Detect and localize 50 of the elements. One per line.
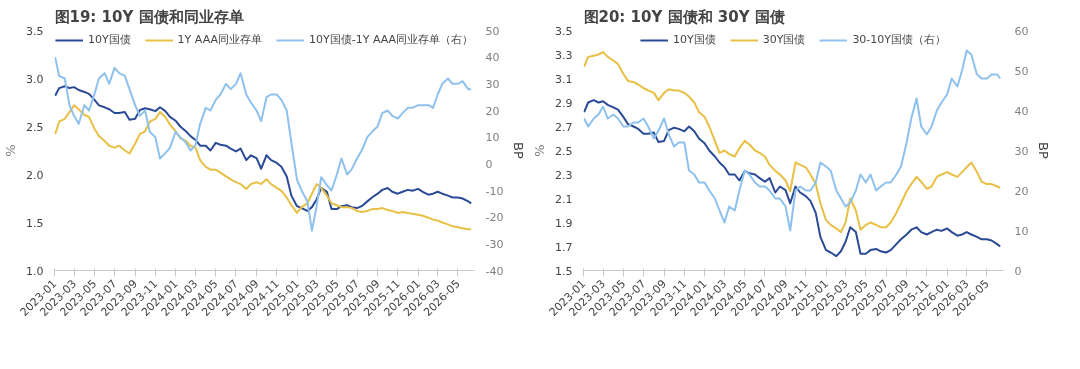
- y2-tick-label: 20: [485, 104, 500, 118]
- y-axis-title: %: [3, 144, 19, 157]
- y2-tick-label: 50: [1014, 64, 1029, 78]
- line-series: [54, 104, 473, 231]
- y-tick-label: 3.3: [555, 48, 573, 62]
- y-axis-title: %: [532, 144, 548, 157]
- y-tick-label: 3.0: [26, 72, 44, 86]
- chart-title: 图19: 10Y 国债和同业存单: [54, 7, 244, 26]
- legend-label: 30-10Y国债（右）: [852, 32, 947, 47]
- y2-tick-label: 0: [1014, 264, 1022, 278]
- y2-tick-label: -20: [485, 211, 504, 225]
- legend-label: 10Y国债-1Y AAA同业存单（右）: [309, 32, 474, 47]
- y-tick-label: 2.7: [555, 120, 573, 134]
- y2-tick-label: -30: [485, 237, 504, 251]
- y2-tick-label: 10: [1014, 224, 1029, 238]
- y2-tick-label: 30: [485, 77, 500, 91]
- chart-title: 图20: 10Y 国债和 30Y 国债: [583, 7, 785, 26]
- y2-tick-label: 60: [1014, 24, 1029, 38]
- y-tick-label: 2.3: [555, 168, 573, 182]
- legend-label: 10Y国债: [672, 32, 716, 47]
- line-series: [54, 85, 473, 212]
- y-tick-label: 3.5: [26, 24, 44, 38]
- y2-tick-label: 30: [1014, 144, 1029, 158]
- y2-axis-title: BP: [511, 142, 527, 160]
- y-tick-label: 3.5: [555, 24, 573, 38]
- y-tick-label: 1.9: [555, 216, 573, 230]
- legend-label: 30Y国债: [762, 32, 806, 47]
- y2-axis-title: BP: [1036, 142, 1052, 160]
- y-tick-label: 2.5: [26, 120, 44, 134]
- line-series: [54, 56, 473, 232]
- y-tick-label: 2.9: [555, 96, 573, 110]
- y2-tick-label: 10: [485, 131, 500, 145]
- y-tick-label: 2.5: [555, 144, 573, 158]
- y2-tick-label: -10: [485, 184, 504, 198]
- y2-tick-label: 40: [485, 51, 500, 65]
- y-tick-label: 1.7: [555, 240, 573, 254]
- y-tick-label: 2.0: [26, 168, 44, 182]
- y2-tick-label: 50: [485, 24, 500, 38]
- y-tick-label: 3.1: [555, 72, 573, 86]
- y2-tick-label: 20: [1014, 184, 1029, 198]
- y-tick-label: 1.5: [26, 216, 44, 230]
- line-series: [583, 99, 1002, 258]
- legend-label: 10Y国债: [87, 32, 131, 47]
- y2-tick-label: -40: [485, 264, 504, 278]
- y2-tick-label: 40: [1014, 104, 1029, 118]
- y2-tick-label: 0: [485, 157, 493, 171]
- y-tick-label: 2.1: [555, 192, 573, 206]
- y-tick-label: 1.0: [26, 264, 44, 278]
- y-tick-label: 1.5: [555, 264, 573, 278]
- legend-label: 1Y AAA同业存单: [177, 32, 263, 47]
